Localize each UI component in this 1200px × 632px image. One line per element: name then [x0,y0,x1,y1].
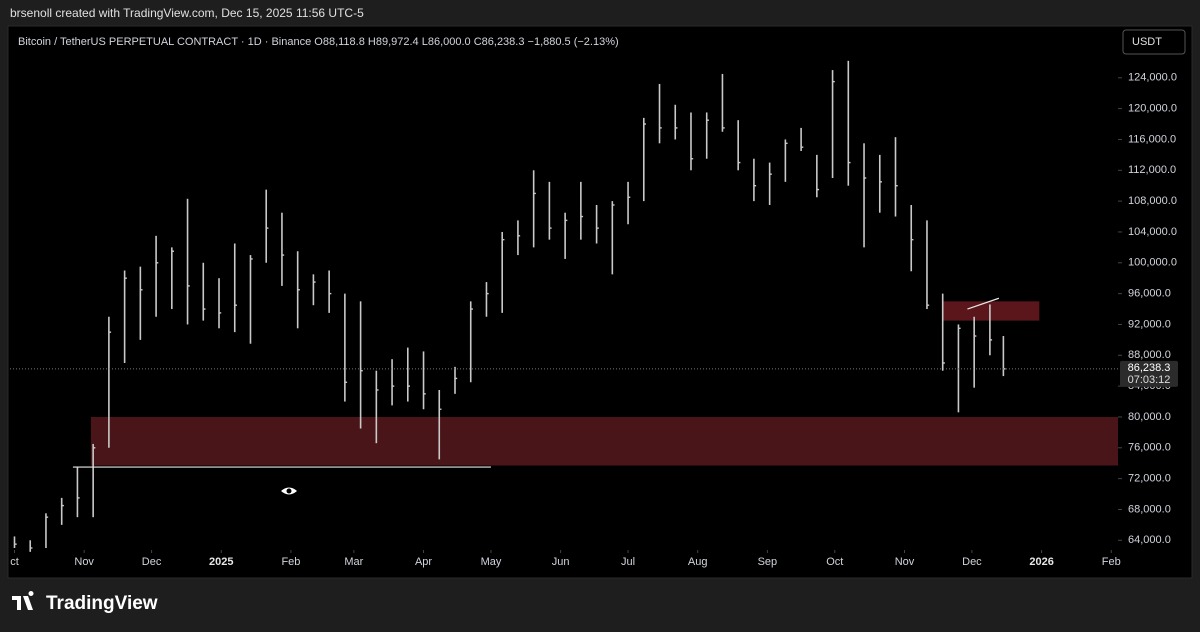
price-zone [942,301,1040,321]
x-tick-label: Feb [1102,556,1121,568]
x-tick-label: 2025 [209,556,233,568]
x-tick-label: Feb [281,556,300,568]
x-tick-label: Nov [895,556,915,568]
y-tick-label: 120,000.0 [1128,103,1177,115]
y-tick-label: 72,000.0 [1128,473,1171,485]
x-tick-label: Nov [74,556,94,568]
x-tick-label: Jul [621,556,635,568]
eye-pupil [286,488,292,494]
y-tick-label: 124,000.0 [1128,72,1177,84]
currency-button[interactable] [1122,29,1186,55]
x-tick-label: Apr [415,556,432,568]
eye-icon[interactable] [281,487,297,495]
x-tick-label: Oct [826,556,843,568]
currency-label: USDT [1132,36,1162,48]
price-zone [90,416,1118,466]
y-tick-label: 116,000.0 [1128,133,1176,145]
y-tick-label: 88,000.0 [1128,349,1171,361]
x-tick-label: Dec [142,556,162,568]
y-tick-label: 92,000.0 [1128,318,1171,330]
x-tick-label: 2026 [1029,556,1053,568]
chart-title: brsenoll created with TradingView.com, D… [10,6,364,20]
x-tick-label: Mar [344,556,363,568]
countdown-label: 07:03:12 [1128,374,1171,386]
last-price-box [1120,360,1178,387]
logo [12,591,34,610]
brand: TradingView [46,593,158,614]
x-tick-label: Jun [552,556,570,568]
last-price-label: 86,238.3 [1128,362,1171,374]
y-tick-label: 108,000.0 [1128,195,1177,207]
x-tick-label: Aug [688,556,708,568]
logo-mark [12,591,34,610]
y-tick-label: 100,000.0 [1128,257,1177,269]
y-tick-label: 76,000.0 [1128,442,1171,454]
x-tick-label: Sep [758,556,778,568]
y-tick-label: 68,000.0 [1128,503,1171,515]
trend-line [967,297,1000,310]
x-tick-label: ct [10,556,19,568]
y-tick-label: 104,000.0 [1128,226,1177,238]
x-tick-label: May [481,556,502,568]
y-tick-label: 96,000.0 [1128,288,1171,300]
y-tick-label: 112,000.0 [1128,164,1176,176]
x-tick-label: Dec [962,556,982,568]
y-tick-label: 64,000.0 [1128,534,1171,546]
symbol-legend: Bitcoin / TetherUS PERPETUAL CONTRACT · … [18,36,619,48]
y-tick-label: 80,000.0 [1128,411,1171,423]
plot [13,60,1118,552]
